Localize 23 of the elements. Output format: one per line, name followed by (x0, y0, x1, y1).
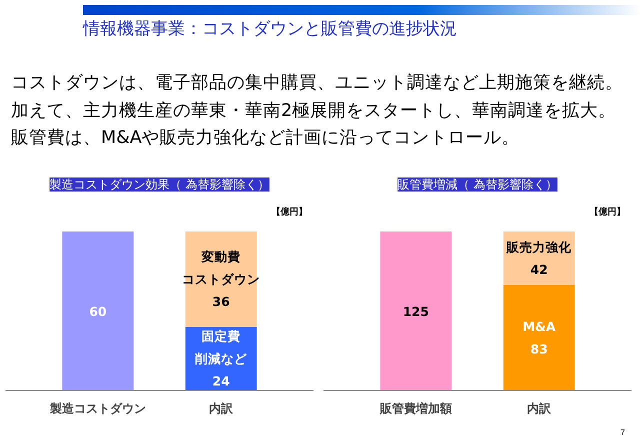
text: 【億円】 (271, 206, 308, 218)
data-label: 36 (212, 294, 230, 310)
series-label: 固定費削減など (194, 328, 248, 366)
series-label: 変動費コストダウン (182, 249, 260, 287)
series-label: 販売力強化 (506, 239, 573, 254)
chart-title: 販管費増減（ 為替影響除く） (398, 178, 558, 192)
chart-title: 製造コストダウン効果（ 為替影響除く） (50, 178, 270, 192)
text: コストダウンは、電子部品の集中購買、ユニット調達など上期施策を継続。 (11, 72, 624, 96)
data-label: 83 (530, 341, 548, 356)
series-label: M&A (522, 318, 556, 334)
x-tick-label: 販管費増加額 (378, 402, 452, 416)
data-label: 125 (402, 304, 429, 319)
text: 【億円】 (589, 206, 626, 218)
text: 販管費は、M&Aや販売力強化など計画に沿ってコントロール。 (11, 127, 521, 150)
data-label: 42 (530, 262, 548, 277)
data-label: 60 (89, 304, 107, 319)
text: 7 (620, 428, 625, 437)
text: 加えて、主力機生産の華東・華南2極展開をスタートし、華南調達を拡大。 (11, 100, 618, 123)
x-tick-label: 製造コストダウン (48, 402, 146, 416)
x-tick-label: 内訳 (209, 402, 234, 416)
data-label: 24 (212, 374, 230, 389)
x-tick-label: 内訳 (527, 402, 552, 416)
text: 情報機器事業：コストダウンと販管費の進捗状況 (83, 18, 458, 41)
